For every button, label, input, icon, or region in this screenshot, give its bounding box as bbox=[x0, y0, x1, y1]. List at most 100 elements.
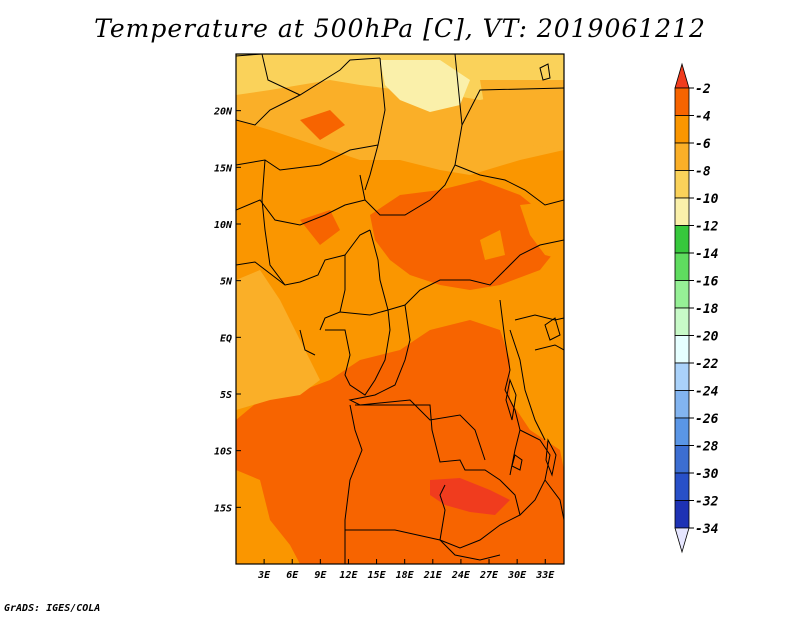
y-tick-label: EQ bbox=[220, 333, 232, 344]
colorbar-swatch bbox=[674, 225, 690, 254]
colorbar-swatch bbox=[674, 362, 690, 391]
border-line bbox=[345, 484, 446, 541]
colorbar-swatch bbox=[674, 417, 690, 446]
y-tick-label: 10N bbox=[214, 220, 233, 231]
x-tick-label: 6E bbox=[286, 570, 299, 581]
colorbar-swatch bbox=[674, 445, 690, 474]
colorbar-label: -6 bbox=[695, 137, 711, 152]
colorbar-label: -32 bbox=[695, 495, 719, 510]
border-line bbox=[509, 329, 546, 441]
border-line bbox=[236, 94, 301, 126]
y-tick-label: 5N bbox=[220, 277, 233, 288]
border-line bbox=[461, 87, 564, 126]
field-speckle-1 bbox=[300, 210, 340, 245]
colorbar-label: -10 bbox=[695, 192, 719, 207]
lake-outline bbox=[544, 317, 561, 341]
x-tick-label: 21E bbox=[423, 570, 443, 581]
border-line bbox=[544, 479, 564, 521]
border-line bbox=[325, 309, 391, 396]
lake-outline bbox=[505, 378, 517, 421]
colorbar-swatch bbox=[674, 500, 690, 529]
colorbar-swatch bbox=[674, 115, 690, 144]
lake-outline bbox=[539, 63, 551, 81]
colorbar-label: -4 bbox=[695, 110, 711, 125]
colorbar-label: -12 bbox=[695, 220, 719, 235]
colorbar-label: -14 bbox=[695, 247, 719, 262]
lakes bbox=[505, 63, 561, 477]
colorbar-swatch bbox=[674, 170, 690, 199]
border-line bbox=[344, 404, 363, 564]
border-line bbox=[454, 164, 564, 206]
x-tick-label: 15E bbox=[368, 570, 387, 581]
colorbar-label: -30 bbox=[695, 467, 719, 482]
field-speckle-2 bbox=[300, 110, 345, 140]
x-tick-label: 30E bbox=[507, 570, 527, 581]
x-tick-label: 9E bbox=[314, 570, 327, 581]
colorbar-swatch bbox=[674, 307, 690, 336]
colorbar-label: -18 bbox=[695, 302, 719, 317]
colorbar-swatch bbox=[674, 87, 690, 116]
border-line bbox=[355, 404, 521, 549]
y-tick-label: 15S bbox=[214, 503, 232, 514]
border-line bbox=[364, 57, 386, 191]
colorbar-swatch bbox=[674, 197, 690, 226]
border-line bbox=[261, 54, 381, 96]
border-line bbox=[261, 159, 286, 286]
field-region-west-coast bbox=[236, 270, 320, 410]
border-line bbox=[348, 304, 486, 461]
footer-credit: GrADS: IGES/COLA bbox=[4, 603, 101, 614]
field-region-east-cool bbox=[480, 80, 564, 150]
x-tick-label: 27E bbox=[479, 570, 499, 581]
colorbar-top-arrow bbox=[674, 62, 690, 89]
border-line bbox=[236, 199, 366, 226]
border-line bbox=[236, 229, 371, 286]
map-frame bbox=[235, 53, 565, 565]
colorbar-label: -28 bbox=[695, 440, 719, 455]
country-borders bbox=[236, 54, 564, 564]
colorbar-bottom-arrow bbox=[674, 527, 690, 554]
chart-title: Temperature at 500hPa [C], VT: 201906121… bbox=[94, 14, 706, 43]
colorbar-label: -2 bbox=[695, 82, 711, 97]
x-tick-label: 12E bbox=[339, 570, 358, 581]
colorbar-label: -34 bbox=[695, 522, 719, 537]
field-region-hot-core bbox=[430, 478, 510, 515]
colorbar-label: -8 bbox=[695, 165, 711, 180]
x-tick-label: 24E bbox=[451, 570, 471, 581]
border-line bbox=[339, 309, 389, 316]
colorbar: -2 -4 -6 -8 -10 -12 -14 -16 -18 -20 -22 -24 -26 -28 -3… bbox=[674, 62, 719, 554]
y-axis: 20N 15N 10N 5N EQ 5S 10S 15S bbox=[213, 107, 241, 514]
border-line bbox=[359, 54, 463, 216]
x-tick-label: 18E bbox=[396, 570, 415, 581]
border-line bbox=[534, 344, 564, 351]
y-tick-label: 10S bbox=[214, 447, 232, 458]
colorbar-label: -26 bbox=[695, 412, 719, 427]
border-line bbox=[236, 144, 379, 171]
x-axis: 3E 6E 9E 12E 15E 18E 21E 24E 27E 30E 33E bbox=[257, 559, 555, 581]
colorbar-label: -20 bbox=[695, 330, 719, 345]
lake-outline bbox=[511, 454, 523, 471]
field-region-southwest-band bbox=[236, 470, 300, 564]
x-tick-label: 33E bbox=[535, 570, 555, 581]
x-tick-label: 3E bbox=[257, 570, 271, 581]
border-line bbox=[519, 429, 551, 516]
colorbar-swatch bbox=[674, 335, 690, 364]
field-speckle-3 bbox=[480, 230, 505, 260]
border-line bbox=[514, 314, 564, 321]
temperature-field bbox=[236, 54, 564, 564]
field-region-east-cooler bbox=[520, 200, 564, 260]
y-tick-label: 20N bbox=[213, 107, 233, 118]
y-tick-label: 5S bbox=[220, 390, 232, 401]
lake-outline bbox=[545, 438, 557, 477]
border-line bbox=[439, 539, 501, 561]
colorbar-swatch bbox=[674, 390, 690, 419]
colorbar-swatch bbox=[674, 472, 690, 501]
y-tick-label: 15N bbox=[214, 163, 233, 174]
colorbar-label: -22 bbox=[695, 357, 719, 372]
border-line bbox=[299, 329, 316, 356]
colorbar-label: -16 bbox=[695, 275, 719, 290]
border-line bbox=[369, 229, 506, 311]
border-line bbox=[504, 239, 564, 271]
border-line bbox=[499, 299, 521, 476]
colorbar-swatch bbox=[674, 280, 690, 309]
